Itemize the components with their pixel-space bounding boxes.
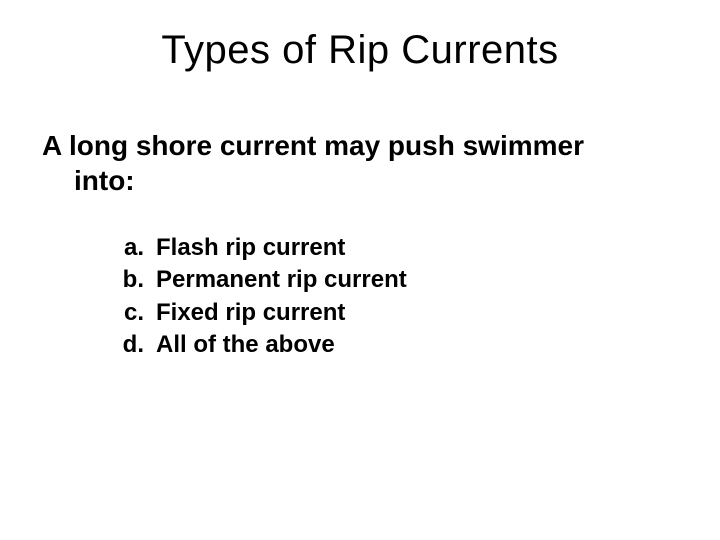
option-text: All of the above [156,329,335,361]
option-marker: a. [100,232,156,264]
option-c: c. Fixed rip current [100,297,407,329]
prompt-line-1: A long shore current may push swimmer [42,128,678,163]
slide: Types of Rip Currents A long shore curre… [0,0,720,540]
prompt-line-2: into: [42,163,678,198]
option-marker: b. [100,264,156,296]
question-prompt: A long shore current may push swimmer in… [42,128,678,198]
option-a: a. Flash rip current [100,232,407,264]
option-text: Flash rip current [156,232,345,264]
option-marker: c. [100,297,156,329]
option-text: Fixed rip current [156,297,345,329]
option-b: b. Permanent rip current [100,264,407,296]
option-text: Permanent rip current [156,264,407,296]
slide-title: Types of Rip Currents [0,28,720,73]
option-marker: d. [100,329,156,361]
option-d: d. All of the above [100,329,407,361]
answer-options: a. Flash rip current b. Permanent rip cu… [100,232,407,362]
